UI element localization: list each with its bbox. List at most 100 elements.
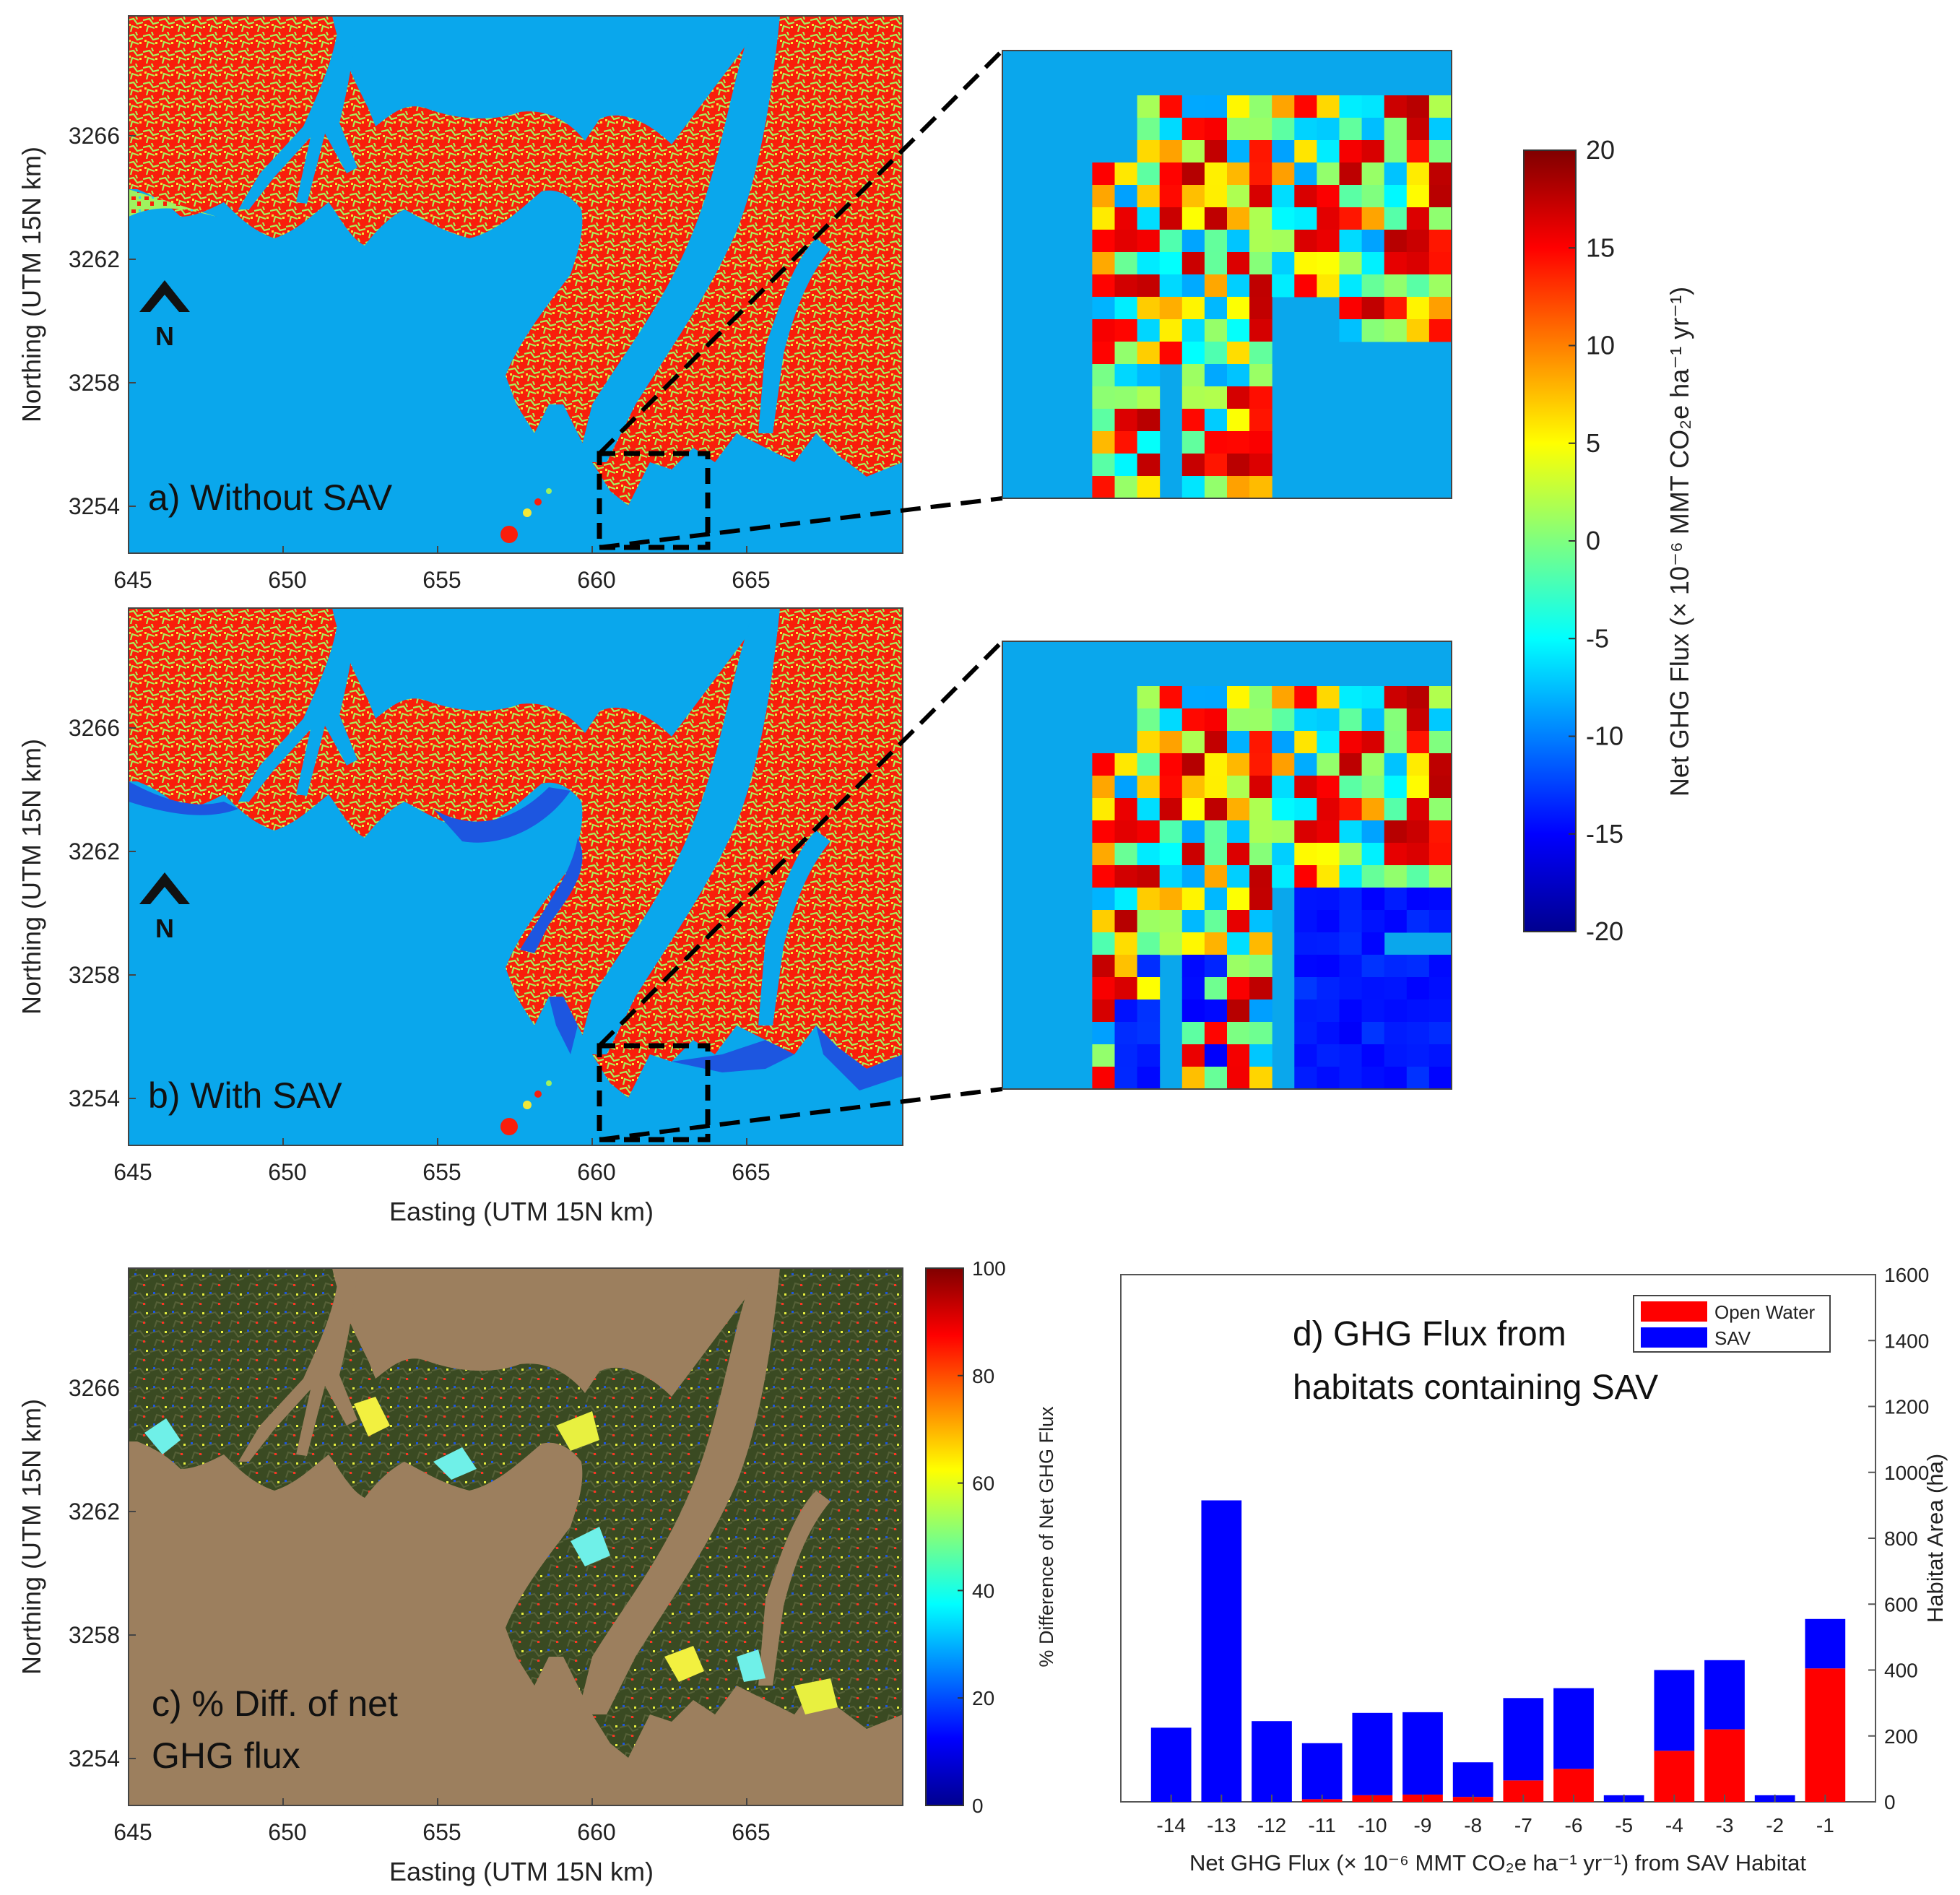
inset-cell [1428,686,1452,709]
map-axes: 645 650 655 660 665 3266 3262 3258 3254 645 650 655… [69,123,771,1845]
inset-cell [1249,910,1272,933]
inset-cell [1181,977,1205,1000]
inset-cell [1137,865,1161,888]
inset-cell [1384,230,1408,253]
inset-cell [1249,798,1272,821]
inset-cell [1137,185,1161,208]
bar-sav [1452,1762,1493,1798]
inset-cell [1317,207,1340,230]
inset-cell [1384,118,1408,141]
inset-cell [1406,1067,1430,1090]
inset-cell [1227,431,1250,454]
inset-cell [1317,140,1340,163]
inset-cell [1317,1067,1340,1090]
inset-cell [1137,207,1161,230]
inset-cell [1137,297,1161,320]
inset-cell [1361,95,1385,118]
inset-cell [1339,297,1363,320]
inset-cell [1428,999,1452,1023]
inset-cell [1249,140,1272,163]
inset-cell [1227,977,1250,1000]
map-y-tick: 3258 [69,370,120,396]
inset-cell [1249,999,1272,1023]
chart-title-line2: habitats containing SAV [1293,1369,1658,1407]
inset-cell [1317,955,1340,978]
map-y-tick: 3254 [69,1085,120,1111]
bar-sav [1654,1670,1695,1751]
inset-cell [1204,708,1228,732]
chart-plot-area [1120,1274,1876,1803]
inset-cell [1428,798,1452,821]
inset-cell [1181,1067,1205,1090]
inset-cell [1204,454,1228,477]
inset-cell [1294,955,1317,978]
inset-cell [1361,297,1385,320]
map-ylabel-b: Northing (UTM 15N km) [17,739,46,1015]
inset-cell [1384,776,1408,799]
inset-cell [1092,1067,1115,1090]
inset-cell [1204,342,1228,365]
inset-cell [1181,364,1205,387]
inset-cell [1227,274,1250,298]
inset-cell [1361,731,1385,754]
inset-cell [1092,386,1115,409]
pct-colorbar-tick: 60 [972,1473,994,1495]
inset-cell [1114,274,1138,298]
inset-cell [1294,932,1317,955]
inset-cell [1428,820,1452,844]
inset-cell [1159,708,1183,732]
inset-cell [1361,1067,1385,1090]
inset-cell [1249,274,1272,298]
bar-sav [1150,1727,1192,1802]
inset-cell [1181,386,1205,409]
flux-colorbar-tick: 0 [1586,526,1600,555]
inset-cell [1181,431,1205,454]
inset-cell [1361,274,1385,298]
inset-cell [1204,888,1228,911]
inset-cell [1272,708,1295,732]
inset-cell [1339,865,1363,888]
inset-cell [1406,162,1430,186]
inset-cell [1137,1044,1161,1067]
inset-cell [1181,753,1205,776]
inset-cell [1249,207,1272,230]
inset-cell [1137,230,1161,253]
inset-cell [1159,319,1183,342]
map-y-tick: 3266 [69,715,120,741]
inset-cell [1181,686,1205,709]
inset-cell [1114,977,1138,1000]
north-arrow-icon [139,280,190,312]
inset-cell [1137,476,1161,499]
inset-cell [1092,798,1115,821]
map-x-tick: 660 [577,1159,615,1185]
inset-cell [1092,252,1115,275]
panel-a-inset [1002,51,1452,499]
chart-y-tick: 400 [1884,1660,1918,1682]
inset-cell [1227,955,1250,978]
chart-x-tick: -7 [1514,1814,1532,1837]
inset-cell [1428,753,1452,776]
inset-cell [1204,820,1228,844]
inset-cell [1137,118,1161,141]
inset-cell [1406,140,1430,163]
inset-cell [1092,431,1115,454]
inset-cell [1272,274,1295,298]
inset-cell [1137,798,1161,821]
inset-cell [1406,999,1430,1023]
inset-cell [1384,865,1408,888]
inset-cell [1249,476,1272,499]
inset-cell [1339,708,1363,732]
inset-cell [1339,932,1363,955]
inset-cell [1406,1044,1430,1067]
panel-b-inset [1002,641,1452,1090]
inset-cell [1249,731,1272,754]
inset-cell [1317,820,1340,844]
inset-cell [1249,1044,1272,1067]
inset-cell [1406,955,1430,978]
bar-sav [1352,1712,1393,1795]
inset-cell [1317,731,1340,754]
bar-sav [1201,1500,1242,1802]
inset-cell [1204,230,1228,253]
inset-cell [1227,932,1250,955]
inset-cell [1137,999,1161,1023]
